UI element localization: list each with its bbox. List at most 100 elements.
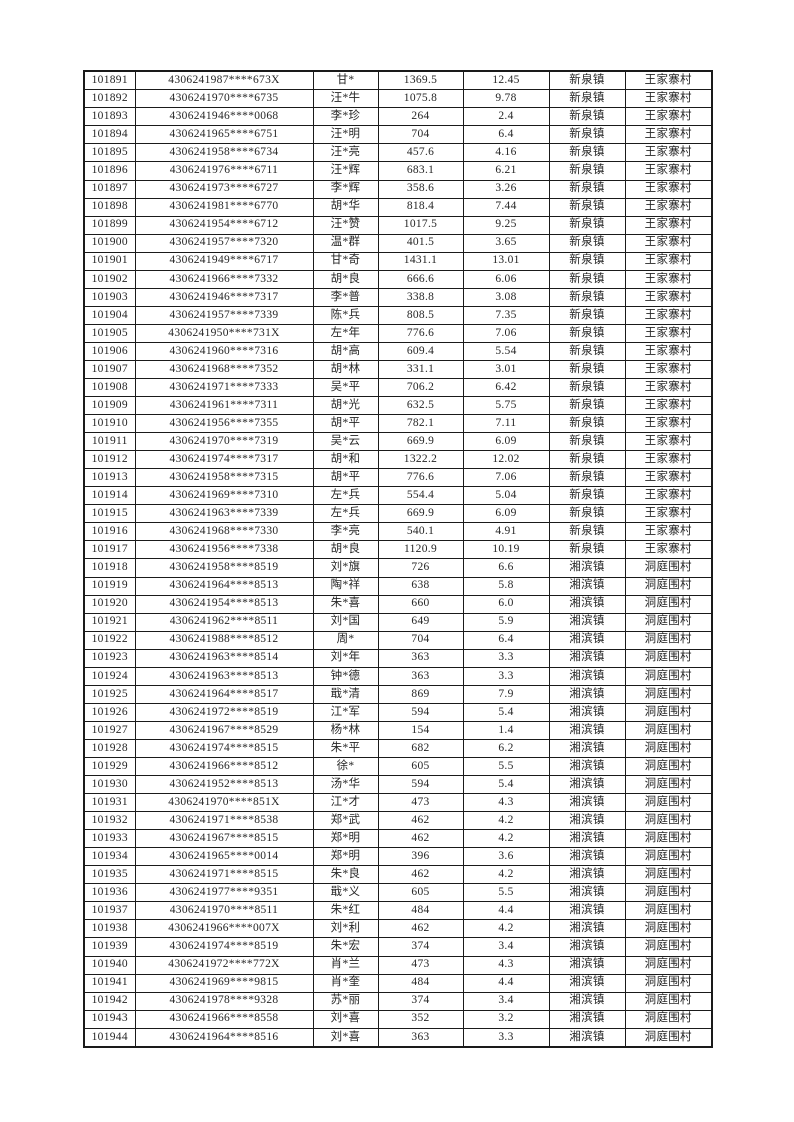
table-cell: 4306241967****8515	[134, 829, 314, 849]
table-cell: 湘滨镇	[548, 648, 626, 668]
table-cell: 新泉镇	[548, 233, 626, 253]
table-cell: 473	[377, 955, 464, 975]
table-row: 101943 4306241966****8558 刘*喜 352 3.2 湘滨镇 洞庭围村	[83, 1009, 713, 1029]
data-table: 101891 4306241987****673X 甘* 1369.5 12.45 新泉镇…	[83, 70, 713, 1048]
table-cell: 4306241988****8512	[134, 630, 314, 650]
table-cell: 101907	[83, 359, 136, 380]
table-cell: 新泉镇	[548, 450, 626, 470]
table-cell: 肖*奎	[312, 973, 379, 993]
table-row: 101904 4306241957****7339 陈*兵 808.5 7.35 新泉镇王…	[83, 305, 713, 325]
table-cell: 3.4	[462, 937, 550, 957]
table-cell: 陈*兵	[312, 305, 379, 325]
table-cell: 新泉镇	[548, 323, 626, 343]
table-cell: 郑*明	[312, 829, 379, 849]
table-row: 101916 4306241968****7330 李*亮 540.1 4.91 新泉镇王…	[83, 522, 713, 542]
table-row: 101898 4306241981****6770 胡*华 818.4 7.44 新泉镇王…	[83, 197, 713, 217]
table-cell: 4306241965****0014	[134, 847, 314, 867]
table-body: 101891 4306241987****673X 甘* 1369.5 12.45 新泉镇…	[83, 70, 713, 1048]
table-cell: 新泉镇	[548, 107, 626, 127]
table-row: 101933 4306241967****8515 郑*明 462 4.2 湘滨镇 洞庭围村	[83, 829, 713, 849]
table-cell: 1431.1	[377, 251, 464, 271]
table-cell: 洞庭围村	[624, 666, 713, 686]
table-cell: 4306241958****6734	[134, 143, 314, 163]
table-cell: 363	[377, 1027, 464, 1048]
table-cell: 6.6	[462, 558, 550, 578]
table-row: 101937 4306241970****8511 朱*红 484 4.4 湘滨镇 洞庭围村	[83, 901, 713, 921]
table-cell: 101937	[83, 901, 136, 921]
table-cell: 4.3	[462, 955, 550, 975]
table-cell: 6.09	[462, 432, 550, 452]
table-cell: 4306241963****7339	[134, 504, 314, 524]
table-cell: 4306241976****6711	[134, 161, 314, 181]
table-cell: 湘滨镇	[548, 612, 626, 632]
table-cell: 湘滨镇	[548, 1009, 626, 1029]
table-cell: 胡*平	[312, 414, 379, 434]
table-cell: 苏*丽	[312, 991, 379, 1011]
table-cell: 782.1	[377, 414, 464, 434]
table-cell: 湘滨镇	[548, 793, 626, 813]
table-cell: 4306241954****8513	[134, 594, 314, 614]
table-cell: 101906	[83, 341, 136, 361]
table-cell: 湘滨镇	[548, 702, 626, 722]
table-cell: 胡*光	[312, 396, 379, 416]
table-row: 101927 4306241967****8529 杨*林 154 1.4 湘滨镇 洞庭围村	[83, 720, 713, 740]
table-cell: 新泉镇	[548, 359, 626, 380]
table-cell: 湘滨镇	[548, 666, 626, 686]
table-cell: 363	[377, 666, 464, 686]
table-cell: 汪*明	[312, 125, 379, 145]
table-row: 101901 4306241949****6717 甘*奇 1431.1 13.01 新泉…	[83, 251, 713, 271]
table-cell: 王家寨村	[624, 468, 713, 488]
table-cell: 649	[377, 612, 464, 632]
table-cell: 新泉镇	[548, 540, 626, 560]
table-cell: 3.08	[462, 287, 550, 307]
table-cell: 3.2	[462, 1009, 550, 1029]
table-cell: 4306241966****8558	[134, 1009, 314, 1029]
table-cell: 4306241971****8538	[134, 811, 314, 831]
table-cell: 101934	[83, 847, 136, 867]
table-row: 101926 4306241972****8519 江*军 594 5.4 湘滨镇 洞庭围村	[83, 702, 713, 722]
table-cell: 13.01	[462, 251, 550, 271]
table-cell: 4306241958****8519	[134, 558, 314, 578]
table-cell: 363	[377, 648, 464, 668]
table-cell: 甘*奇	[312, 251, 379, 271]
table-row: 101914 4306241969****7310 左*兵 554.4 5.04 新泉镇王…	[83, 486, 713, 506]
table-row: 101932 4306241971****8538 郑*武 462 4.2 湘滨镇 洞庭围村	[83, 811, 713, 831]
table-cell: 101920	[83, 594, 136, 614]
table-cell: 1322.2	[377, 450, 464, 470]
table-cell: 4306241963****8514	[134, 648, 314, 668]
table-cell: 新泉镇	[548, 341, 626, 361]
table-cell: 吴*云	[312, 432, 379, 452]
table-row: 101924 4306241963****8513 钟*德 363 3.3 湘滨镇 洞庭围村	[83, 666, 713, 686]
table-cell: 401.5	[377, 233, 464, 253]
table-row: 101899 4306241954****6712 汪*赞 1017.5 9.25 新泉镇…	[83, 215, 713, 235]
table-cell: 5.8	[462, 576, 550, 596]
table-row: 101939 4306241974****8519 朱*宏 374 3.4 湘滨镇 洞庭围村	[83, 937, 713, 957]
table-cell: 湘滨镇	[548, 756, 626, 777]
table-cell: 汪*赞	[312, 215, 379, 235]
table-row: 101920 4306241954****8513 朱*喜 660 6.0 湘滨镇 洞庭围村	[83, 594, 713, 614]
table-cell: 汪*牛	[312, 89, 379, 109]
table-cell: 朱*喜	[312, 594, 379, 614]
table-cell: 3.3	[462, 648, 550, 668]
table-cell: 洞庭围村	[624, 1027, 713, 1048]
table-cell: 4306241974****7317	[134, 450, 314, 470]
table-cell: 3.3	[462, 1027, 550, 1048]
table-cell: 新泉镇	[548, 486, 626, 506]
table-cell: 4306241961****7311	[134, 396, 314, 416]
table-row: 101912 4306241974****7317 胡*和 1322.2 12.02 新泉…	[83, 450, 713, 470]
table-cell: 3.26	[462, 179, 550, 199]
table-cell: 4.4	[462, 973, 550, 993]
table-cell: 9.78	[462, 89, 550, 109]
table-cell: 朱*良	[312, 865, 379, 885]
table-cell: 王家寨村	[624, 233, 713, 253]
table-row: 101944 4306241964****8516 刘*喜 363 3.3 湘滨镇 洞庭围村	[83, 1027, 713, 1048]
table-cell: 2.4	[462, 107, 550, 127]
table-cell: 湘滨镇	[548, 576, 626, 596]
table-cell: 462	[377, 919, 464, 939]
table-cell: 新泉镇	[548, 468, 626, 488]
table-cell: 陶*祥	[312, 576, 379, 596]
table-cell: 洞庭围村	[624, 576, 713, 596]
table-row: 101907 4306241968****7352 胡*林 331.1 3.01 新泉镇王…	[83, 359, 713, 380]
table-cell: 101909	[83, 396, 136, 416]
table-cell: 洞庭围村	[624, 829, 713, 849]
